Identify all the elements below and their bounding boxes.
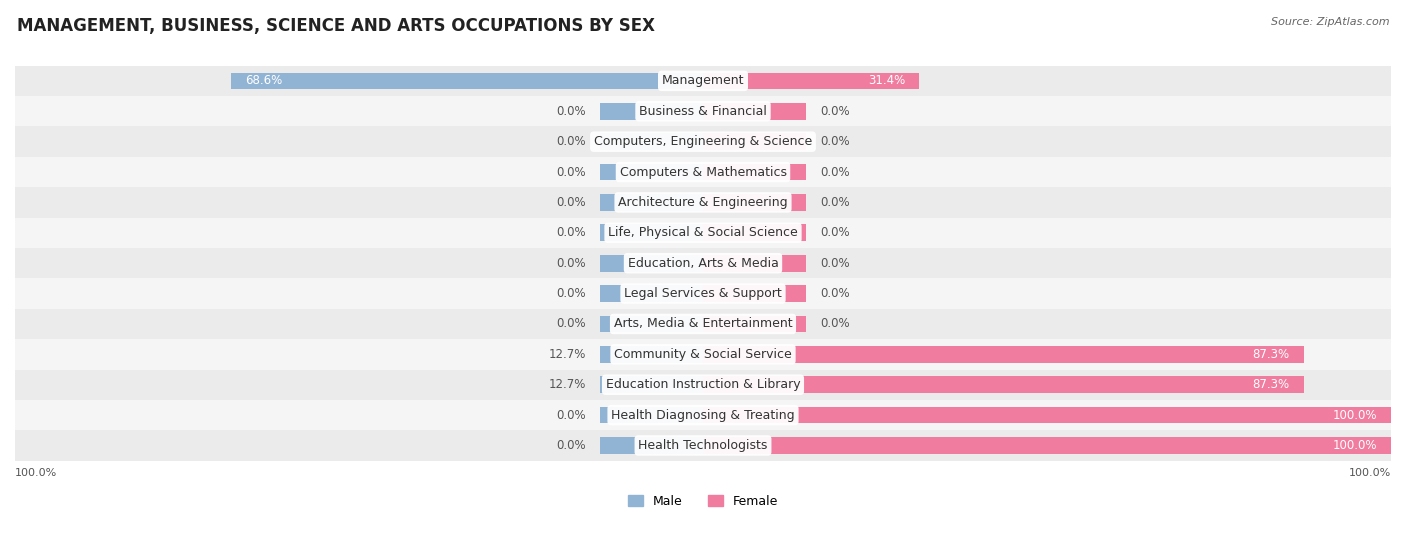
- Text: Health Technologists: Health Technologists: [638, 439, 768, 452]
- Bar: [15, 66, 1391, 96]
- Text: 0.0%: 0.0%: [557, 439, 586, 452]
- Bar: [703, 407, 1391, 424]
- Text: Community & Social Service: Community & Social Service: [614, 348, 792, 361]
- Text: 0.0%: 0.0%: [557, 135, 586, 148]
- Bar: [15, 339, 1391, 369]
- Text: Legal Services & Support: Legal Services & Support: [624, 287, 782, 300]
- Legend: Male, Female: Male, Female: [623, 490, 783, 513]
- Text: 68.6%: 68.6%: [245, 74, 283, 88]
- Text: 12.7%: 12.7%: [548, 378, 586, 391]
- Text: MANAGEMENT, BUSINESS, SCIENCE AND ARTS OCCUPATIONS BY SEX: MANAGEMENT, BUSINESS, SCIENCE AND ARTS O…: [17, 17, 655, 35]
- Bar: [703, 437, 1391, 454]
- Text: 87.3%: 87.3%: [1253, 348, 1289, 361]
- Text: 87.3%: 87.3%: [1253, 378, 1289, 391]
- Bar: [600, 255, 703, 272]
- Text: 0.0%: 0.0%: [820, 105, 849, 118]
- Text: 0.0%: 0.0%: [820, 287, 849, 300]
- Text: Architecture & Engineering: Architecture & Engineering: [619, 196, 787, 209]
- Text: Education Instruction & Library: Education Instruction & Library: [606, 378, 800, 391]
- Bar: [703, 316, 806, 333]
- Text: 31.4%: 31.4%: [868, 74, 905, 88]
- Bar: [15, 309, 1391, 339]
- Bar: [231, 73, 703, 89]
- Text: 0.0%: 0.0%: [557, 287, 586, 300]
- Text: 0.0%: 0.0%: [820, 227, 849, 239]
- Bar: [600, 133, 703, 150]
- Bar: [600, 407, 703, 424]
- Bar: [15, 430, 1391, 461]
- Bar: [15, 369, 1391, 400]
- Bar: [15, 127, 1391, 157]
- Text: 100.0%: 100.0%: [1348, 468, 1391, 478]
- Text: 0.0%: 0.0%: [820, 196, 849, 209]
- Bar: [15, 96, 1391, 127]
- Bar: [703, 194, 806, 211]
- Bar: [600, 437, 703, 454]
- Bar: [703, 224, 806, 241]
- Text: 0.0%: 0.0%: [557, 105, 586, 118]
- Bar: [703, 133, 806, 150]
- Text: 0.0%: 0.0%: [557, 408, 586, 422]
- Text: Health Diagnosing & Treating: Health Diagnosing & Treating: [612, 408, 794, 422]
- Bar: [600, 194, 703, 211]
- Bar: [600, 103, 703, 119]
- Text: 0.0%: 0.0%: [820, 257, 849, 270]
- Bar: [15, 248, 1391, 278]
- Text: 0.0%: 0.0%: [557, 318, 586, 330]
- Text: Business & Financial: Business & Financial: [640, 105, 766, 118]
- Text: 100.0%: 100.0%: [1333, 439, 1378, 452]
- Text: Life, Physical & Social Science: Life, Physical & Social Science: [609, 227, 797, 239]
- Text: Computers, Engineering & Science: Computers, Engineering & Science: [593, 135, 813, 148]
- Text: 0.0%: 0.0%: [820, 166, 849, 179]
- Bar: [703, 103, 806, 119]
- Bar: [600, 285, 703, 302]
- Bar: [703, 163, 806, 180]
- Bar: [15, 400, 1391, 430]
- Text: Management: Management: [662, 74, 744, 88]
- Bar: [15, 278, 1391, 309]
- Bar: [703, 285, 806, 302]
- Text: Source: ZipAtlas.com: Source: ZipAtlas.com: [1271, 17, 1389, 27]
- Bar: [703, 255, 806, 272]
- Text: 0.0%: 0.0%: [820, 318, 849, 330]
- Text: 0.0%: 0.0%: [557, 227, 586, 239]
- Text: 0.0%: 0.0%: [557, 196, 586, 209]
- Bar: [600, 316, 703, 333]
- Bar: [600, 163, 703, 180]
- Text: Education, Arts & Media: Education, Arts & Media: [627, 257, 779, 270]
- Text: Arts, Media & Entertainment: Arts, Media & Entertainment: [613, 318, 793, 330]
- Bar: [600, 376, 703, 393]
- Text: 100.0%: 100.0%: [15, 468, 58, 478]
- Bar: [703, 73, 920, 89]
- Text: Computers & Mathematics: Computers & Mathematics: [620, 166, 786, 179]
- Bar: [15, 218, 1391, 248]
- Text: 0.0%: 0.0%: [557, 257, 586, 270]
- Bar: [703, 376, 1303, 393]
- Bar: [15, 187, 1391, 218]
- Bar: [15, 157, 1391, 187]
- Bar: [703, 346, 1303, 363]
- Text: 0.0%: 0.0%: [820, 135, 849, 148]
- Text: 100.0%: 100.0%: [1333, 408, 1378, 422]
- Text: 12.7%: 12.7%: [548, 348, 586, 361]
- Bar: [600, 224, 703, 241]
- Text: 0.0%: 0.0%: [557, 166, 586, 179]
- Bar: [600, 346, 703, 363]
